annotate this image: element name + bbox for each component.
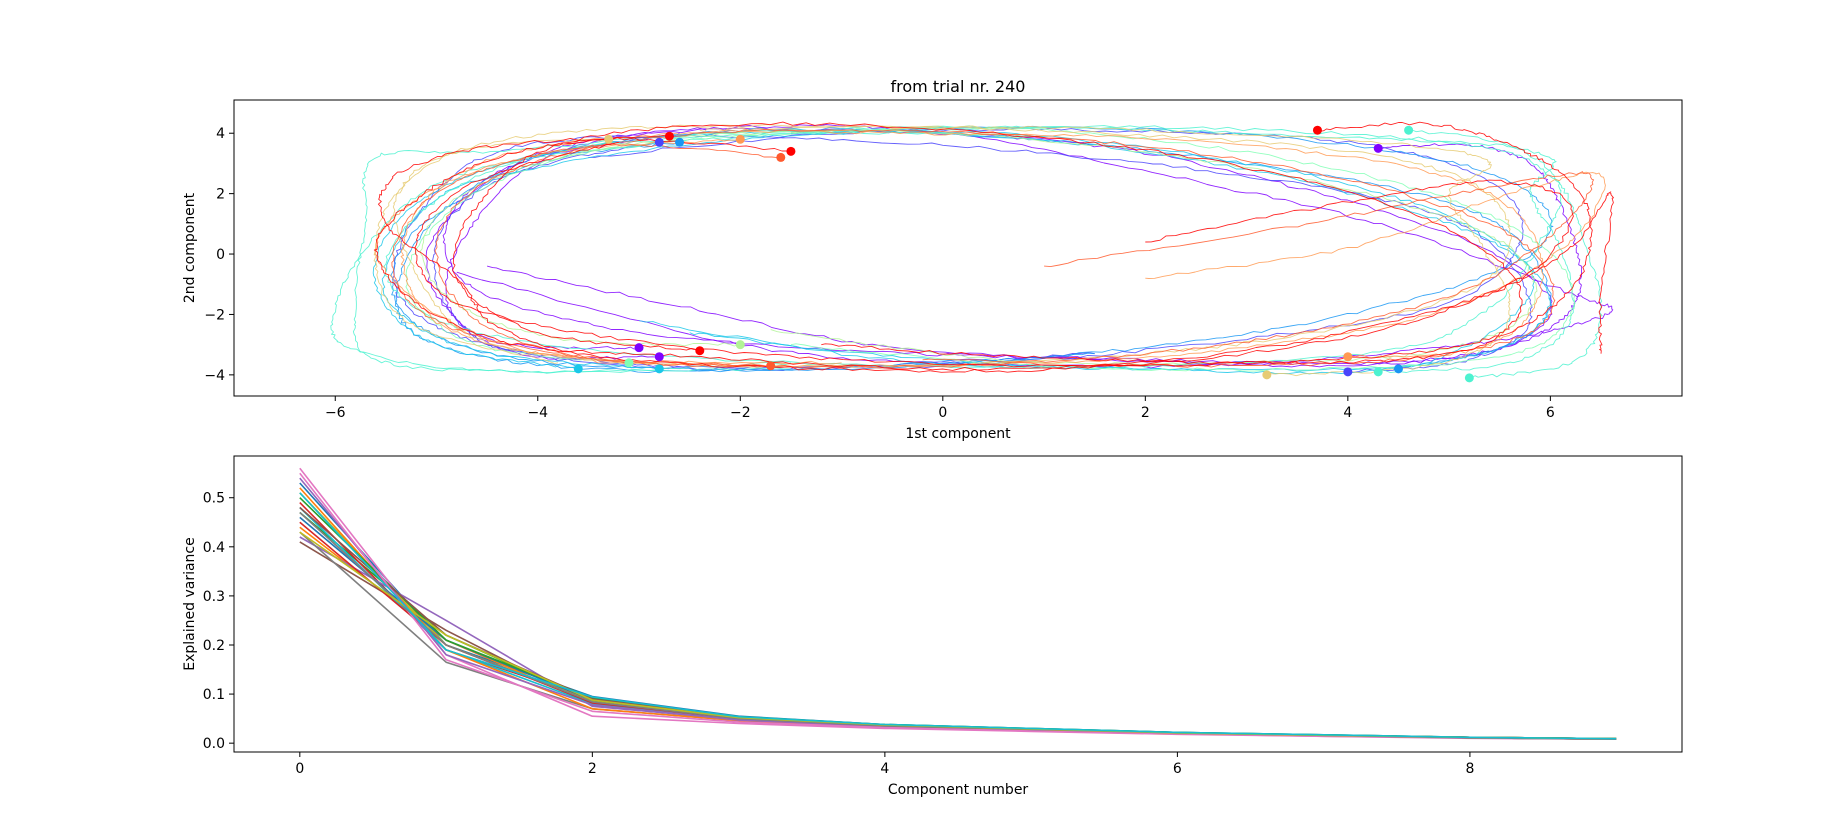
trajectory-line bbox=[414, 121, 1593, 368]
y-tick-label: 0.0 bbox=[203, 736, 225, 752]
x-tick-label: −6 bbox=[325, 405, 346, 421]
y-tick-label: 0 bbox=[216, 247, 225, 263]
x-tick-label: 8 bbox=[1465, 761, 1474, 777]
x-tick-label: 6 bbox=[1546, 405, 1555, 421]
y-tick-label: 0.2 bbox=[203, 638, 225, 654]
trajectory-line bbox=[445, 124, 1614, 369]
y-tick-label: 2 bbox=[216, 187, 225, 203]
trajectory-start-point bbox=[735, 134, 745, 144]
trajectory-start-point bbox=[786, 146, 796, 156]
trajectory-line bbox=[391, 143, 1595, 369]
trajectory-start-point bbox=[695, 346, 705, 356]
y-tick-label: 0.1 bbox=[203, 687, 225, 703]
x-tick-label: 2 bbox=[588, 761, 597, 777]
trajectory-start-point bbox=[1343, 352, 1353, 362]
trajectory-line bbox=[390, 125, 1554, 372]
trajectory-start-point bbox=[654, 137, 664, 147]
trajectory-start-point bbox=[735, 340, 745, 350]
y-axis-ticks: 0.0 0.1 0.2 0.3 0.4 0.5 bbox=[203, 491, 234, 752]
trajectory-line bbox=[405, 126, 1576, 372]
trajectory-start-point bbox=[776, 152, 786, 162]
trajectory-start-point bbox=[1312, 125, 1322, 135]
trajectory-start-point bbox=[654, 364, 664, 374]
trajectory-start-point bbox=[766, 361, 776, 371]
trajectory-line bbox=[377, 134, 1614, 373]
y-tick-label: 0.3 bbox=[203, 589, 225, 605]
trajectory-start-point bbox=[675, 137, 685, 147]
x-tick-label: 4 bbox=[880, 761, 889, 777]
trajectory-line bbox=[442, 132, 1583, 368]
trajectory-line bbox=[373, 124, 1511, 377]
trajectory-line bbox=[373, 137, 1574, 371]
trajectory-chart: from trial nr. 240 −6 −4 −2 0 2 4 6 −4 −2 0 2 4 1s… bbox=[182, 77, 1683, 442]
x-tick-label: 0 bbox=[938, 405, 947, 421]
variance-series-group bbox=[299, 467, 1617, 740]
trajectory-start-point bbox=[634, 343, 644, 353]
trajectory-line bbox=[452, 121, 1523, 365]
trajectory-start-point bbox=[654, 352, 664, 362]
y-axis-label: 2nd component bbox=[182, 192, 198, 303]
trajectory-start-point bbox=[1464, 373, 1474, 383]
trajectory-start-point bbox=[604, 134, 614, 144]
x-axis-ticks: 0 2 4 6 8 bbox=[295, 752, 1474, 777]
y-tick-label: −2 bbox=[204, 307, 225, 323]
trajectory-start-point bbox=[573, 364, 583, 374]
trajectory-line bbox=[374, 139, 1606, 368]
x-axis-label: 1st component bbox=[905, 426, 1011, 442]
trajectory-start-point bbox=[1262, 370, 1272, 380]
plot-frame bbox=[233, 99, 1683, 397]
trajectory-start-point bbox=[1373, 367, 1383, 377]
x-tick-label: 4 bbox=[1343, 405, 1352, 421]
x-axis-label: Component number bbox=[888, 782, 1029, 798]
y-axis-label: Explained variance bbox=[182, 537, 198, 670]
trajectory-start-point bbox=[1393, 364, 1403, 374]
x-tick-label: −2 bbox=[730, 405, 751, 421]
trajectory-start-markers bbox=[573, 125, 1474, 383]
variance-line bbox=[299, 492, 1617, 740]
y-tick-label: 0.5 bbox=[203, 491, 225, 507]
trajectory-start-point bbox=[1343, 367, 1353, 377]
trajectory-start-point bbox=[1373, 143, 1383, 153]
y-tick-label: 0.4 bbox=[203, 540, 225, 556]
y-axis-ticks: −4 −2 0 2 4 bbox=[204, 126, 234, 384]
x-axis-ticks: −6 −4 −2 0 2 4 6 bbox=[325, 396, 1555, 421]
y-tick-label: 4 bbox=[216, 126, 225, 142]
trajectory-start-point bbox=[664, 131, 674, 141]
trajectory-series-group bbox=[330, 121, 1614, 378]
x-tick-label: 6 bbox=[1173, 761, 1182, 777]
chart-title: from trial nr. 240 bbox=[891, 77, 1026, 96]
trajectory-line bbox=[431, 127, 1524, 371]
y-tick-label: −4 bbox=[204, 368, 225, 384]
explained-variance-chart: 0 2 4 6 8 0.0 0.1 0.2 0.3 0.4 0.5 Component numbe… bbox=[182, 455, 1683, 798]
x-tick-label: −4 bbox=[527, 405, 548, 421]
x-tick-label: 2 bbox=[1141, 405, 1150, 421]
trajectory-start-point bbox=[624, 358, 634, 368]
trajectory-line bbox=[419, 129, 1538, 366]
trajectory-start-point bbox=[1404, 125, 1414, 135]
plot-frame bbox=[233, 455, 1683, 753]
x-tick-label: 0 bbox=[295, 761, 304, 777]
